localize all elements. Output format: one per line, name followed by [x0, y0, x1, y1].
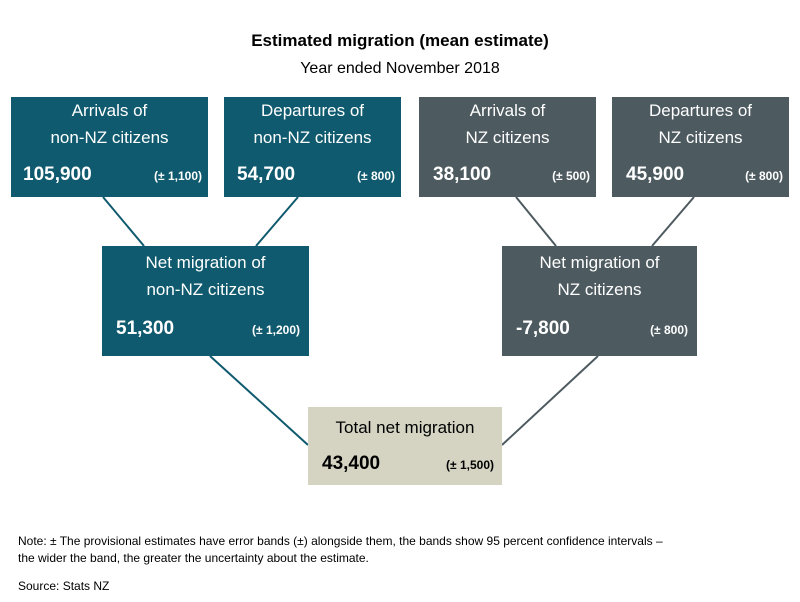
box-label-line2: non-NZ citizens	[146, 280, 265, 299]
box-arrivals-nz: Arrivals of NZ citizens 38,100 (± 500)	[419, 97, 596, 197]
box-label-line1: Net migration of	[145, 253, 266, 272]
box-label-line1: Arrivals of	[71, 101, 148, 120]
note-line-2: the wider the band, the greater the unce…	[18, 551, 369, 565]
box-error-band: (± 800)	[650, 323, 688, 337]
connector-net-non-nz	[209, 355, 309, 446]
box-label-line1: Departures of	[261, 101, 364, 120]
box-value: 43,400	[322, 453, 381, 474]
box-error-band: (± 500)	[552, 169, 590, 183]
chart-subtitle: Year ended November 2018	[300, 60, 500, 77]
box-error-band: (± 1,500)	[446, 458, 494, 472]
box-label-line2: non-NZ citizens	[253, 128, 372, 147]
connector-departures-nz	[651, 196, 695, 247]
box-arrivals-non-nz: Arrivals of non-NZ citizens 105,900 (± 1…	[11, 97, 208, 197]
box-value: 51,300	[116, 318, 175, 339]
box-error-band: (± 800)	[357, 169, 395, 183]
box-label-line1: Total net migration	[335, 418, 475, 437]
box-total-net-migration: Total net migration 43,400 (± 1,500)	[308, 407, 502, 485]
connector-departures-non-nz	[255, 196, 299, 247]
box-value: 38,100	[433, 164, 492, 185]
box-value: -7,800	[516, 318, 570, 339]
connector-net-nz	[501, 355, 599, 446]
box-label-line1: Arrivals of	[469, 101, 546, 120]
source: Source: Stats NZ	[18, 579, 110, 593]
box-label-line1: Departures of	[649, 101, 752, 120]
connector-arrivals-nz	[515, 196, 557, 247]
box-value: 45,900	[626, 164, 685, 185]
box-value: 105,900	[23, 164, 92, 185]
box-label-line2: NZ citizens	[658, 128, 743, 147]
box-label-line2: NZ citizens	[465, 128, 550, 147]
note-line-1: Note: ± The provisional estimates have e…	[18, 534, 663, 548]
box-value: 54,700	[237, 164, 296, 185]
box-departures-nz: Departures of NZ citizens 45,900 (± 800)	[612, 97, 789, 197]
box-departures-non-nz: Departures of non-NZ citizens 54,700 (± …	[224, 97, 401, 197]
box-net-nz: Net migration of NZ citizens -7,800 (± 8…	[502, 246, 697, 356]
box-label-line1: Net migration of	[539, 253, 660, 272]
box-error-band: (± 800)	[745, 169, 783, 183]
box-error-band: (± 1,200)	[252, 323, 300, 337]
box-label-line2: non-NZ citizens	[50, 128, 169, 147]
box-label-line2: NZ citizens	[557, 280, 642, 299]
connector-arrivals-non-nz	[102, 196, 145, 247]
box-error-band: (± 1,100)	[154, 169, 202, 183]
box-net-non-nz: Net migration of non-NZ citizens 51,300 …	[102, 246, 309, 356]
chart-title: Estimated migration (mean estimate)	[251, 31, 549, 50]
